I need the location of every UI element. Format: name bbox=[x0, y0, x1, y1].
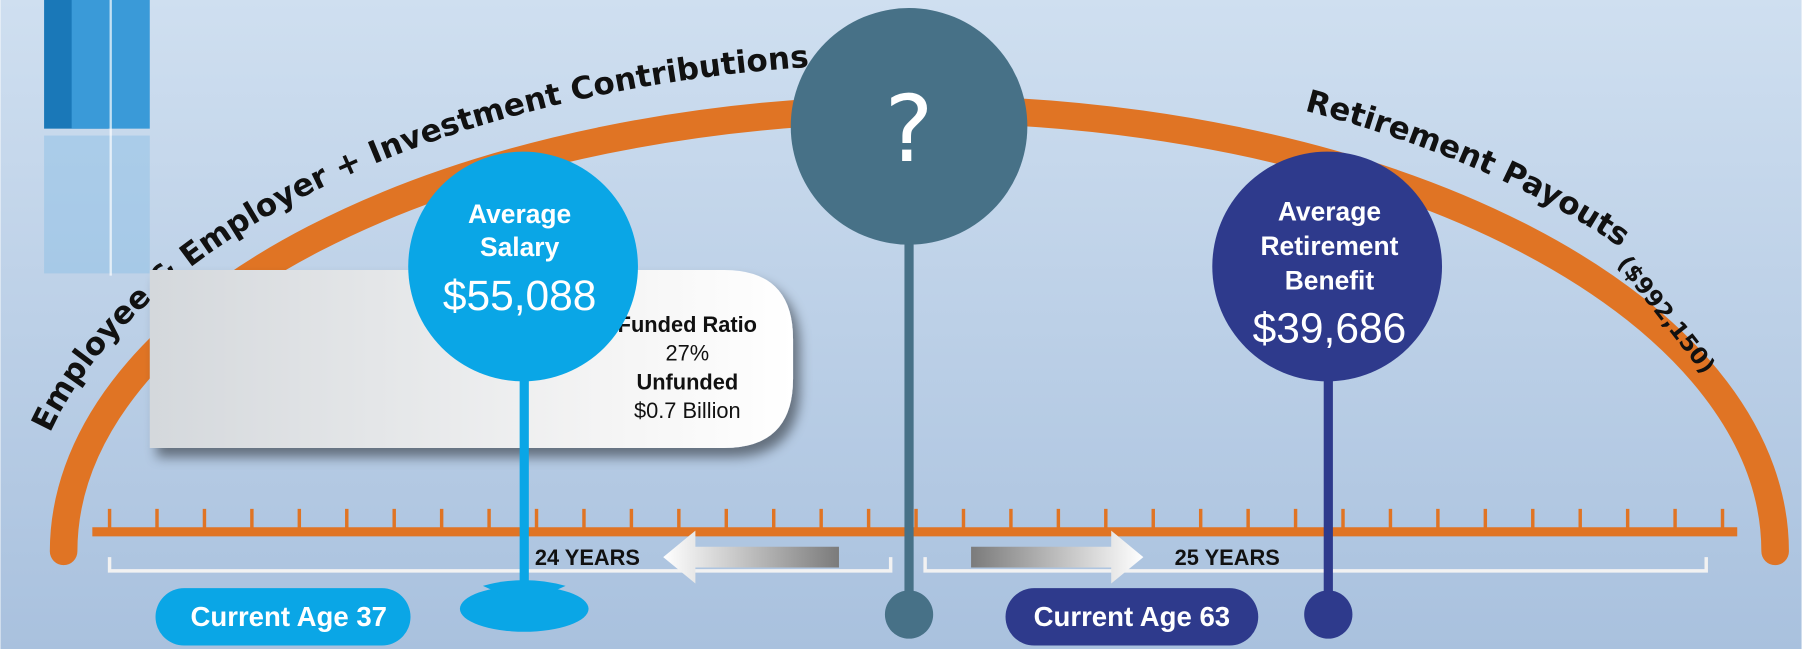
span-left: 24 YEARS bbox=[535, 545, 640, 570]
age-pill-current: Current Age 37 bbox=[155, 588, 411, 646]
benefit-amount: $39,686 bbox=[1253, 305, 1407, 352]
arrow-right bbox=[971, 530, 1144, 584]
funded-ratio-label: Funded Ratio bbox=[618, 312, 757, 337]
benefit-title-1: Average bbox=[1278, 197, 1381, 227]
salary-title-1: Average bbox=[468, 199, 571, 229]
age-pill-retire: Current Age 63 bbox=[1005, 588, 1259, 646]
benefit-title-3: Benefit bbox=[1285, 265, 1375, 295]
arrow-left bbox=[663, 530, 839, 584]
unfunded-label: Unfunded bbox=[636, 369, 738, 394]
current-age: Current Age 37 bbox=[191, 601, 387, 632]
retire-age: Current Age 63 bbox=[1034, 601, 1230, 632]
salary-title-2: Salary bbox=[480, 232, 560, 262]
funded-ratio-value: 27% bbox=[666, 341, 710, 366]
salary-amount: $55,088 bbox=[443, 273, 597, 320]
benefit-title-2: Retirement bbox=[1260, 231, 1398, 261]
salary-pin: Average Salary $55,088 bbox=[408, 151, 638, 632]
logo bbox=[44, 0, 150, 276]
unfunded-value: $0.7 Billion bbox=[634, 398, 741, 423]
benefit-pin: Average Retirement Benefit $39,686 bbox=[1212, 151, 1443, 639]
ruler-ticks bbox=[107, 508, 1725, 532]
center-pin: ? bbox=[790, 8, 1028, 639]
span-brackets bbox=[107, 557, 1708, 573]
span-right: 25 YEARS bbox=[1175, 545, 1280, 570]
center-label: ? bbox=[885, 76, 934, 183]
